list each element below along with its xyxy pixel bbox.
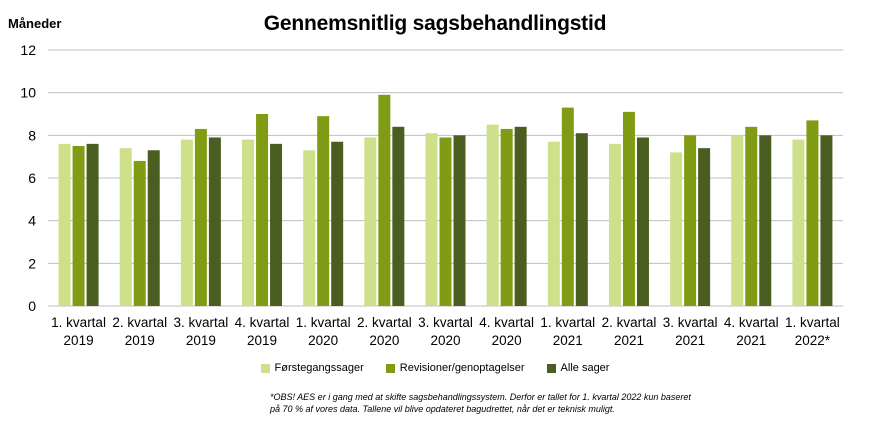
x-tick-label: 4. kvartal — [724, 315, 779, 330]
bar — [608, 143, 621, 306]
legend-label: Førstegangssager — [274, 362, 364, 374]
x-tick-label: 4. kvartal — [235, 315, 290, 330]
bar — [331, 141, 344, 306]
y-tick-label: 12 — [20, 42, 36, 58]
y-tick-label: 6 — [28, 170, 36, 186]
bar — [256, 114, 269, 306]
bar — [547, 141, 560, 306]
bar — [500, 128, 513, 306]
bar — [636, 137, 649, 306]
y-tick-label: 10 — [20, 85, 36, 101]
bar — [698, 148, 711, 306]
bar — [439, 137, 452, 306]
bar — [575, 133, 588, 306]
legend-label: Alle sager — [560, 362, 610, 374]
x-tick-label: 2019 — [125, 333, 155, 348]
bar — [119, 148, 132, 306]
footnote: *OBS! AES er i gang med at skifte sagsbe… — [270, 392, 691, 414]
x-tick-label: 2021 — [553, 333, 583, 348]
x-tick-label: 2. kvartal — [357, 315, 412, 330]
x-tick-label: 2020 — [492, 333, 522, 348]
bar — [392, 126, 405, 306]
bar — [731, 135, 744, 306]
bar — [684, 135, 697, 306]
bar — [820, 135, 833, 306]
legend-swatch — [385, 363, 395, 373]
x-tick-label: 2021 — [614, 333, 644, 348]
bar — [270, 143, 283, 306]
x-tick-label: 1. kvartal — [540, 315, 595, 330]
bar — [317, 116, 330, 306]
bar — [806, 120, 819, 307]
bar — [242, 139, 255, 306]
bar — [745, 126, 758, 306]
y-axis-label: Måneder — [8, 16, 62, 31]
y-tick-label: 8 — [28, 127, 36, 143]
bar — [670, 152, 683, 306]
bar — [622, 111, 635, 306]
x-tick-label: 1. kvartal — [785, 315, 840, 330]
legend-swatch — [546, 363, 556, 373]
x-tick-label: 2020 — [308, 333, 338, 348]
bar — [364, 137, 377, 306]
bar — [147, 150, 160, 306]
y-tick-label: 0 — [28, 298, 36, 314]
bar — [180, 139, 193, 306]
bar — [303, 150, 316, 306]
bar — [514, 126, 527, 306]
x-tick-label: 2. kvartal — [602, 315, 657, 330]
x-tick-label: 1. kvartal — [296, 315, 351, 330]
legend-label: Revisioner/genoptagelser — [399, 362, 525, 374]
legend-item: Førstegangssager — [260, 362, 364, 374]
x-tick-label: 3. kvartal — [173, 315, 228, 330]
bar — [194, 128, 207, 306]
y-tick-label: 2 — [28, 255, 36, 271]
legend-item: Revisioner/genoptagelser — [385, 362, 525, 374]
x-tick-label: 2020 — [369, 333, 399, 348]
x-tick-label: 3. kvartal — [418, 315, 473, 330]
x-tick-label: 2022* — [795, 333, 831, 348]
bar — [133, 160, 146, 306]
x-tick-label: 2020 — [430, 333, 460, 348]
bar — [72, 146, 85, 306]
x-tick-label: 2019 — [247, 333, 277, 348]
legend-item: Alle sager — [546, 362, 610, 374]
x-tick-label: 2021 — [675, 333, 705, 348]
x-tick-label: 2021 — [736, 333, 766, 348]
bar — [792, 139, 805, 306]
bar — [486, 124, 499, 307]
bar — [561, 107, 574, 306]
x-tick-label: 2. kvartal — [112, 315, 167, 330]
bar — [58, 143, 71, 306]
chart-title: Gennemsnitlig sagsbehandlingstid — [263, 12, 607, 35]
bar — [86, 143, 99, 306]
x-tick-label: 4. kvartal — [479, 315, 534, 330]
bar — [759, 135, 772, 306]
legend: Førstegangssager Revisioner/genoptagelser… — [0, 362, 870, 374]
x-tick-label: 3. kvartal — [663, 315, 718, 330]
x-tick-label: 1. kvartal — [51, 315, 106, 330]
bar — [208, 137, 221, 306]
bar — [453, 135, 466, 306]
x-tick-label: 2019 — [64, 333, 94, 348]
bar — [378, 94, 391, 306]
legend-swatch — [260, 363, 270, 373]
y-tick-label: 4 — [28, 213, 36, 229]
bar — [425, 133, 438, 306]
x-tick-label: 2019 — [186, 333, 216, 348]
